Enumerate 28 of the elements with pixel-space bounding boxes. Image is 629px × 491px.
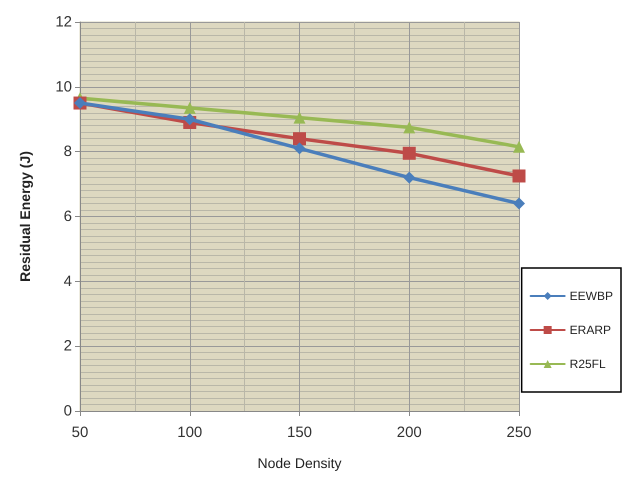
y-tick-label: 8 (64, 143, 72, 160)
x-tick-label: 100 (177, 424, 202, 441)
point (293, 132, 306, 146)
x-tick-label: 50 (72, 424, 88, 441)
x-tick-label: 150 (286, 424, 312, 441)
point (403, 121, 416, 134)
point (513, 140, 525, 153)
legend-label: R25FL (570, 357, 606, 371)
point (184, 102, 196, 114)
point (402, 146, 416, 160)
point (512, 169, 526, 182)
point (294, 112, 306, 124)
x-axis-title: Node Density (257, 455, 342, 471)
point (184, 113, 196, 126)
x-tick-label: 250 (506, 424, 532, 441)
point (403, 172, 416, 184)
point (294, 142, 306, 154)
point (513, 198, 525, 210)
legend-label: EEWBP (570, 289, 613, 303)
legend-label: ERARP (570, 323, 611, 337)
y-tick-label: 2 (64, 338, 72, 355)
x-tick-label: 200 (396, 424, 422, 441)
y-tick-label: 12 (55, 14, 72, 30)
y-tick-label: 6 (64, 208, 72, 225)
y-tick-label: 4 (64, 272, 72, 290)
y-axis-title: Residual Energy (J) (17, 151, 33, 282)
y-tick-label: 0 (64, 402, 72, 420)
y-tick-label: 10 (55, 78, 72, 96)
